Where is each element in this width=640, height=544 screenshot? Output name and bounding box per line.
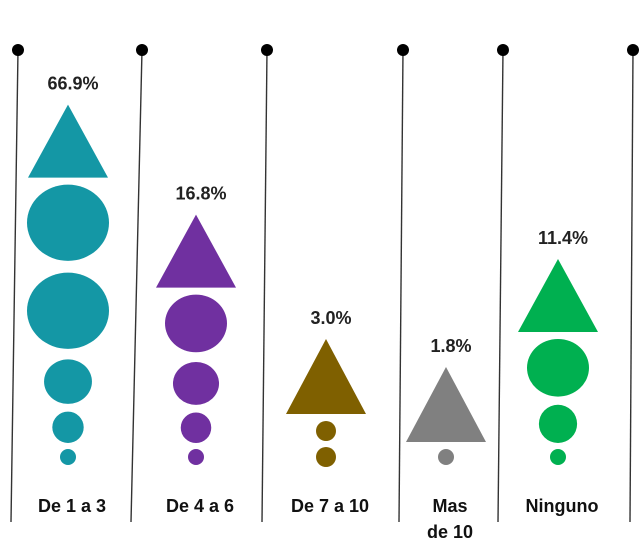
- separator-lines: [10, 44, 639, 523]
- category-label: de 10: [427, 522, 473, 542]
- separator-dot: [497, 44, 509, 56]
- value-label: 66.9%: [47, 74, 98, 94]
- circle-marker: [316, 421, 336, 441]
- column-5: 11.4% Ninguno: [518, 228, 598, 516]
- category-label: De 1 a 3: [38, 496, 106, 516]
- circle-marker: [60, 449, 76, 465]
- column-1: 66.9% De 1 a 3: [27, 74, 109, 516]
- separator-line: [261, 49, 268, 523]
- triangle-marker: [156, 214, 236, 288]
- value-label: 16.8%: [175, 184, 226, 204]
- circle-marker: [188, 449, 204, 465]
- circle-marker: [550, 449, 566, 465]
- category-label: De 4 a 6: [166, 496, 234, 516]
- separator-line: [497, 49, 504, 523]
- circle-marker: [44, 359, 92, 404]
- category-label: De 7 a 10: [291, 496, 369, 516]
- value-label: 3.0%: [310, 308, 351, 328]
- category-label: Ninguno: [526, 496, 599, 516]
- column-2: 16.8% De 4 a 6: [156, 184, 236, 516]
- circle-marker: [27, 184, 109, 261]
- separator-dot: [397, 44, 409, 56]
- triangle-marker: [286, 339, 366, 414]
- column-4: 1.8% Mas de 10: [406, 336, 486, 542]
- separator-line: [130, 49, 143, 523]
- circle-marker: [27, 272, 109, 349]
- separator-line: [398, 49, 404, 523]
- circle-marker: [180, 412, 212, 443]
- separator-line: [10, 49, 19, 523]
- separator-dot: [12, 44, 24, 56]
- separator-dot: [627, 44, 639, 56]
- circle-marker: [52, 411, 84, 444]
- separator-dot: [261, 44, 273, 56]
- circle-marker: [165, 294, 227, 353]
- circle-marker: [438, 449, 454, 465]
- value-label: 1.8%: [430, 336, 471, 356]
- column-3: 3.0% De 7 a 10: [286, 308, 369, 516]
- triangle-marker: [406, 367, 486, 442]
- value-label: 11.4%: [538, 228, 588, 248]
- circle-marker: [538, 404, 578, 443]
- separator-dot: [136, 44, 148, 56]
- circle-marker: [172, 362, 220, 405]
- triangle-marker: [28, 104, 108, 178]
- category-label: Mas: [432, 496, 467, 516]
- circle-marker: [527, 338, 589, 397]
- separator-line: [629, 49, 634, 523]
- chart-columns: 66.9% De 1 a 3 16.8% De 4 a 6 3.0% De 7 a 10 1…: [27, 74, 598, 542]
- circle-marker: [316, 447, 336, 467]
- triangle-marker: [518, 258, 598, 332]
